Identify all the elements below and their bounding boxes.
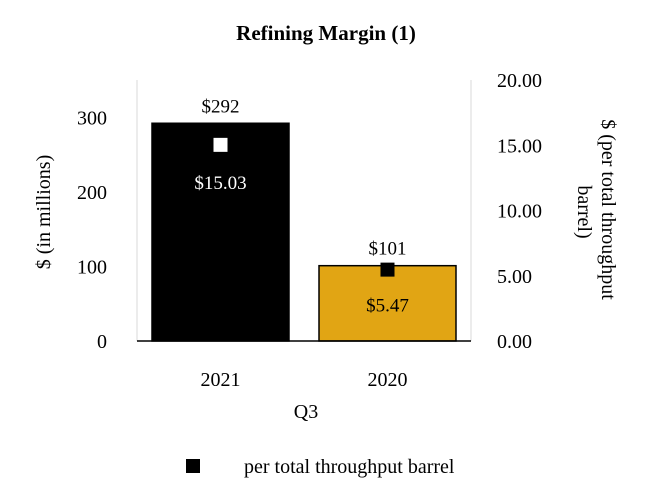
legend: per total throughput barrel xyxy=(186,456,455,478)
x-category-label: 2021 xyxy=(201,369,241,391)
y2-tick-label: 15.00 xyxy=(497,135,542,157)
y-axis-ticks: 0 100 200 300 xyxy=(77,107,107,353)
y2-tick-label: 20.00 xyxy=(497,70,542,92)
bars xyxy=(151,122,457,342)
marker-value-label: $15.03 xyxy=(194,173,246,194)
y-tick-label: 0 xyxy=(97,331,107,353)
marker-2020 xyxy=(380,262,395,277)
x-axis-categories: 2021 2020 xyxy=(201,369,408,391)
bar-2021 xyxy=(151,122,290,342)
legend-label: per total throughput barrel xyxy=(244,456,455,478)
y-tick-label: 100 xyxy=(77,256,107,278)
y2-axis-label: $ (per total throughput barrel) xyxy=(573,119,619,305)
markers xyxy=(213,137,395,277)
y2-axis-ticks: 0.00 5.00 10.00 15.00 20.00 xyxy=(497,70,542,353)
y2-axis-label-line-2: barrel) xyxy=(573,185,595,238)
marker-2021 xyxy=(213,137,228,152)
bar-value-label: $292 xyxy=(202,96,240,117)
y2-tick-label: 0.00 xyxy=(497,331,532,353)
bar-value-label: $101 xyxy=(369,239,407,260)
y-tick-label: 200 xyxy=(77,182,107,204)
y-axis-label-text: $ (in millions) xyxy=(33,155,55,269)
y2-tick-label: 10.00 xyxy=(497,201,542,223)
x-category-label: 2020 xyxy=(368,369,408,391)
marker-value-label: $5.47 xyxy=(366,295,409,316)
legend-marker xyxy=(186,459,200,473)
y-axis-label: $ (in millions) xyxy=(33,155,55,269)
x-axis-label: Q3 xyxy=(294,401,318,423)
bar-labels: $292 $101 xyxy=(202,96,407,259)
marker-labels: $15.03 $5.47 xyxy=(194,173,409,316)
y2-axis-label-text: $ (per total throughput barrel) xyxy=(573,119,619,305)
y2-axis-label-line-1: $ (per total throughput xyxy=(597,119,619,300)
chart-title: Refining Margin (1) xyxy=(236,21,416,45)
y2-tick-label: 5.00 xyxy=(497,266,532,288)
bar-2020 xyxy=(318,264,457,342)
y-tick-label: 300 xyxy=(77,107,107,129)
